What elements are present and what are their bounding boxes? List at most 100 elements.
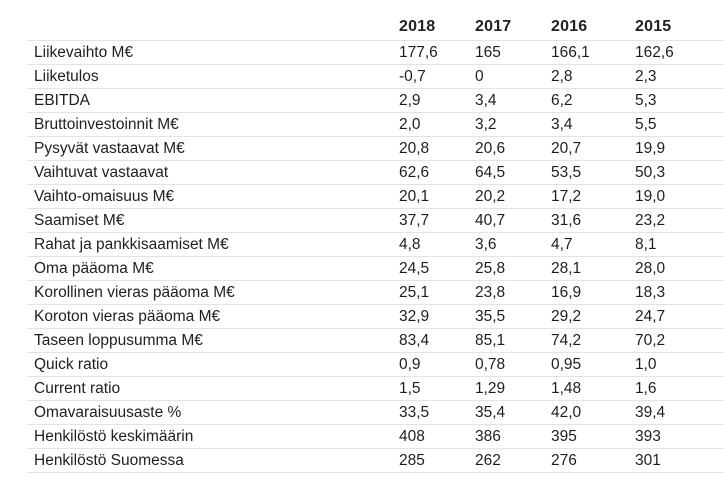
row-value-2018: 25,1 [399, 284, 430, 301]
row-value-2015: 393 [635, 428, 661, 445]
row-label: Oma pääoma M€ [34, 260, 154, 277]
row-label: Current ratio [34, 380, 121, 397]
row-value-2016: 53,5 [551, 164, 582, 181]
table-row: Koroton vieras pääoma M€ 32,9 35,5 29,2 24,7 [27, 305, 724, 329]
row-value-2018: 1,5 [399, 380, 421, 397]
row-value-2017: 3,2 [475, 116, 497, 133]
row-value-2017: 25,8 [475, 260, 506, 277]
row-value-2017: 165 [475, 44, 501, 61]
row-value-2016: 6,2 [551, 92, 573, 109]
row-label: Omavaraisuusaste % [34, 404, 182, 421]
row-value-2018: 20,8 [399, 140, 430, 157]
table-row: Vaihto-omaisuus M€ 20,1 20,2 17,2 19,0 [27, 185, 724, 209]
table-row: Bruttoinvestoinnit M€ 2,0 3,2 3,4 5,5 [27, 113, 724, 137]
row-value-2015: 19,9 [635, 140, 666, 157]
row-value-2015: 70,2 [635, 332, 666, 349]
header-year-2017: 2017 [475, 18, 512, 35]
row-value-2018: 4,8 [399, 236, 421, 253]
row-label: Quick ratio [34, 356, 109, 373]
row-value-2015: 19,0 [635, 188, 666, 205]
row-value-2016: 28,1 [551, 260, 582, 277]
row-value-2016: 2,8 [551, 68, 573, 85]
header-year-2018: 2018 [399, 18, 436, 35]
row-value-2017: 23,8 [475, 284, 506, 301]
row-value-2015: 8,1 [635, 236, 657, 253]
row-value-2016: 276 [551, 452, 577, 469]
table-row: Henkilöstö keskimäärin 408 386 395 393 [27, 425, 724, 449]
header-divider [27, 40, 724, 41]
row-label: Liikevaihto M€ [34, 44, 134, 61]
table-row: Saamiset M€ 37,7 40,7 31,6 23,2 [27, 209, 724, 233]
row-label: Taseen loppusumma M€ [34, 332, 203, 349]
row-label: Vaihto-omaisuus M€ [34, 188, 175, 205]
header-year-2016: 2016 [551, 18, 588, 35]
table-row: Taseen loppusumma M€ 83,4 85,1 74,2 70,2 [27, 329, 724, 353]
row-value-2016: 16,9 [551, 284, 582, 301]
row-value-2016: 3,4 [551, 116, 573, 133]
row-value-2015: 301 [635, 452, 661, 469]
row-value-2015: 39,4 [635, 404, 666, 421]
table-header-row: 2018 2017 2016 2015 [0, 14, 724, 40]
table-row: Liikevaihto M€ 177,6 165 166,1 162,6 [27, 41, 724, 65]
row-value-2018: 33,5 [399, 404, 430, 421]
row-value-2016: 0,95 [551, 356, 582, 373]
row-value-2018: 83,4 [399, 332, 430, 349]
row-value-2016: 1,48 [551, 380, 582, 397]
row-value-2015: 28,0 [635, 260, 666, 277]
row-value-2017: 40,7 [475, 212, 506, 229]
header-year-2015: 2015 [635, 18, 672, 35]
table-row: Pysyvät vastaavat M€ 20,8 20,6 20,7 19,9 [27, 137, 724, 161]
row-value-2016: 42,0 [551, 404, 582, 421]
row-value-2015: 1,0 [635, 356, 657, 373]
row-value-2015: 18,3 [635, 284, 666, 301]
row-value-2016: 74,2 [551, 332, 582, 349]
row-value-2016: 20,7 [551, 140, 582, 157]
table-row: EBITDA 2,9 3,4 6,2 5,3 [27, 89, 724, 113]
row-value-2015: 50,3 [635, 164, 666, 181]
row-value-2016: 31,6 [551, 212, 582, 229]
table-row: Quick ratio 0,9 0,78 0,95 1,0 [27, 353, 724, 377]
row-value-2016: 4,7 [551, 236, 573, 253]
row-value-2017: 262 [475, 452, 501, 469]
row-value-2018: 0,9 [399, 356, 421, 373]
row-label: Bruttoinvestoinnit M€ [34, 116, 179, 133]
row-value-2018: 2,9 [399, 92, 421, 109]
table-row: Liiketulos -0,7 0 2,8 2,3 [27, 65, 724, 89]
row-label: Saamiset M€ [34, 212, 125, 229]
row-value-2015: 1,6 [635, 380, 657, 397]
row-value-2018: 177,6 [399, 44, 438, 61]
row-value-2016: 166,1 [551, 44, 590, 61]
table-row: Oma pääoma M€ 24,5 25,8 28,1 28,0 [27, 257, 724, 281]
row-value-2018: 2,0 [399, 116, 421, 133]
row-value-2018: 24,5 [399, 260, 430, 277]
row-value-2016: 29,2 [551, 308, 582, 325]
row-value-2018: 20,1 [399, 188, 430, 205]
row-label: Vaihtuvat vastaavat [34, 164, 169, 181]
row-label: Henkilöstö Suomessa [34, 452, 184, 469]
row-value-2017: 0 [475, 68, 484, 85]
row-label: Henkilöstö keskimäärin [34, 428, 194, 445]
row-value-2015: 23,2 [635, 212, 666, 229]
table-row: Henkilöstö Suomessa 285 262 276 301 [27, 449, 724, 473]
row-value-2018: -0,7 [399, 68, 426, 85]
row-value-2017: 20,2 [475, 188, 506, 205]
row-label: Korollinen vieras pääoma M€ [34, 284, 235, 301]
table-row: Korollinen vieras pääoma M€ 25,1 23,8 16,9 1… [27, 281, 724, 305]
row-value-2017: 3,4 [475, 92, 497, 109]
row-value-2015: 162,6 [635, 44, 674, 61]
row-value-2017: 3,6 [475, 236, 497, 253]
row-label: Rahat ja pankkisaamiset M€ [34, 236, 229, 253]
row-value-2018: 285 [399, 452, 425, 469]
row-label: Liiketulos [34, 68, 99, 85]
row-value-2017: 386 [475, 428, 501, 445]
table-row: Vaihtuvat vastaavat 62,6 64,5 53,5 50,3 [27, 161, 724, 185]
row-value-2015: 24,7 [635, 308, 666, 325]
row-value-2017: 64,5 [475, 164, 506, 181]
row-value-2018: 32,9 [399, 308, 430, 325]
row-label: Koroton vieras pääoma M€ [34, 308, 221, 325]
row-value-2017: 0,78 [475, 356, 506, 373]
row-value-2018: 37,7 [399, 212, 430, 229]
row-value-2016: 395 [551, 428, 577, 445]
table-row: Current ratio 1,5 1,29 1,48 1,6 [27, 377, 724, 401]
